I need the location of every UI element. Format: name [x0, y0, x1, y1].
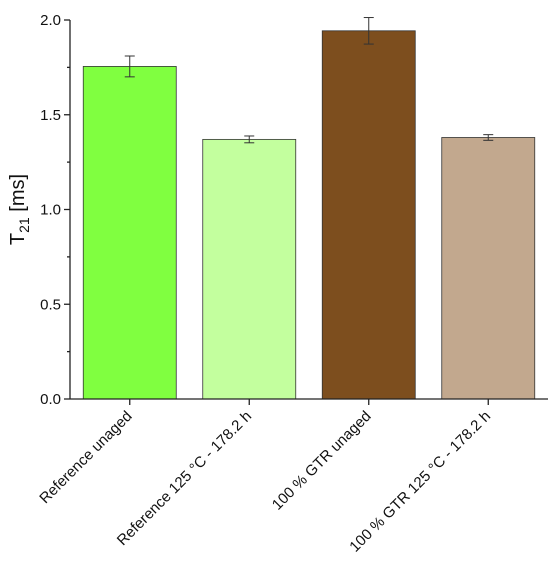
error-bars-group [124, 17, 494, 144]
y-axis-title: T21 [ms] [7, 174, 32, 245]
x-category-label: Reference unaged [36, 408, 135, 507]
y-ticks-group: 0.0 0.5 1.0 1.5 2.0 [40, 12, 70, 408]
bar-3 [321, 30, 416, 400]
y-axis-title-subscript: 21 [16, 217, 32, 233]
y-axis-title-main: T [7, 233, 29, 245]
x-category-label: 100 % GTR 125 °C - 178.2 h [346, 408, 494, 556]
x-category-label: Reference 125 °C - 178.2 h [114, 408, 255, 549]
bar-2 [202, 138, 297, 400]
x-category-label: 100 % GTR unaged [269, 408, 375, 514]
bar-4 [441, 137, 536, 400]
y-tick-label: 0.0 [40, 391, 61, 408]
y-tick-label: 1.0 [40, 202, 61, 219]
y-tick-label: 0.5 [40, 296, 61, 313]
bar-1 [82, 66, 177, 400]
y-axis-title-unit: [ms] [7, 174, 29, 217]
y-tick-label: 1.5 [40, 107, 61, 124]
y-tick-label: 2.0 [40, 12, 61, 29]
bars-group [82, 30, 536, 400]
